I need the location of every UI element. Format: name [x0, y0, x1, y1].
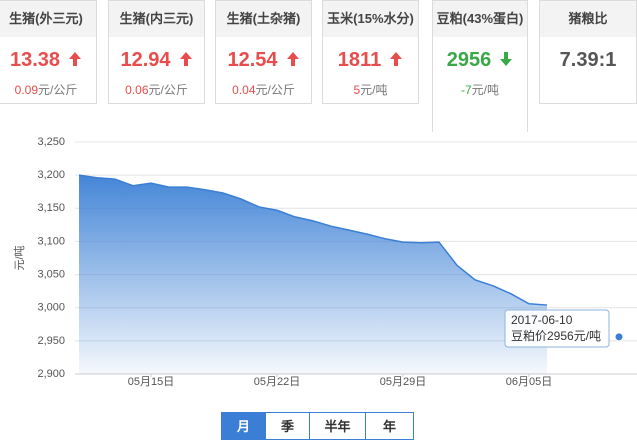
card-title: 豆粕(43%蛋白) [433, 1, 527, 37]
y-tick-label: 3,150 [37, 202, 65, 214]
card-change: -7 [460, 83, 472, 97]
y-tick-label: 3,200 [37, 169, 65, 181]
card-price-row: 12.54 [216, 47, 311, 73]
price-card[interactable]: 猪粮比 7.39:1 [539, 0, 637, 104]
card-price: 7.39:1 [559, 49, 617, 71]
card-change-row: 5元/吨 [323, 81, 418, 98]
highlight-point [614, 332, 624, 342]
x-tick-label: 05月15日 [128, 376, 174, 388]
card-title: 玉米(15%水分) [323, 1, 418, 37]
card-change-row: 0.09元/公斤 [0, 81, 96, 98]
arrow-shape [179, 52, 192, 66]
trend-arrow [390, 52, 403, 66]
card-price-row: 12.94 [109, 47, 204, 73]
trend-arrow [69, 52, 82, 66]
arrow-shape [286, 52, 299, 66]
tooltip-box [504, 309, 610, 348]
price-card[interactable]: 豆粕(43%蛋白) 2956 -7元/吨 [432, 0, 528, 132]
y-tick-label: 3,250 [37, 136, 65, 148]
y-tick-label: 2,950 [37, 335, 65, 347]
tooltip-label: 豆粕价2956元/吨 [511, 328, 601, 343]
x-tick-label: 05月29日 [380, 376, 426, 388]
card-price: 1811 [337, 49, 382, 71]
trend-arrow [179, 52, 192, 66]
range-button[interactable]: 年 [365, 412, 414, 440]
card-change: 0.06 [125, 83, 149, 97]
arrow-shape [500, 52, 513, 66]
y-tick-label: 2,900 [37, 368, 65, 380]
card-title: 生猪(土杂猪) [216, 1, 311, 37]
card-price: 13.38 [9, 49, 61, 71]
card-price-row: 7.39:1 [540, 47, 636, 73]
range-button[interactable]: 季 [265, 412, 310, 440]
card-price-row: 13.38 [0, 47, 96, 73]
chart: 元/吨 2,900 2,950 3,000 3,050 3,100 3,150 3,200 3… [13, 136, 637, 388]
card-change-row: -7元/吨 [433, 81, 527, 98]
range-button[interactable]: 月 [221, 412, 266, 440]
card-unit: 元/公斤 [148, 83, 188, 97]
x-tick-label: 05月22日 [254, 376, 300, 388]
card-change: 0.04 [232, 83, 256, 97]
card-unit: 元/公斤 [255, 83, 295, 97]
y-tick-label: 3,100 [37, 235, 65, 247]
card-price: 12.94 [120, 49, 171, 71]
price-card[interactable]: 生猪(内三元) 12.94 0.06元/公斤 [108, 0, 205, 104]
x-tick-label: 06月05日 [506, 376, 552, 388]
card-change-row: 0.04元/公斤 [216, 81, 311, 98]
y-tick-label: 3,050 [37, 268, 65, 280]
price-card[interactable]: 生猪(土杂猪) 12.54 0.04元/公斤 [215, 0, 312, 104]
card-price: 2956 [446, 49, 492, 71]
range-buttons: 月季半年年 [221, 412, 414, 440]
y-tick-label: 3,000 [37, 302, 65, 314]
trend-arrow [500, 52, 513, 66]
trend-arrow [286, 52, 299, 66]
arrow-shape [390, 52, 403, 66]
card-unit: 元/吨 [471, 83, 499, 97]
area-fill [79, 175, 547, 374]
card-price-row: 1811 [323, 47, 418, 73]
range-button[interactable]: 半年 [309, 412, 366, 440]
card-change: 0.09 [14, 83, 38, 97]
card-title: 生猪(内三元) [109, 1, 204, 37]
card-title: 猪粮比 [540, 1, 636, 37]
arrow-shape [69, 52, 82, 66]
card-title: 生猪(外三元) [0, 1, 96, 37]
price-card[interactable]: 玉米(15%水分) 1811 5元/吨 [322, 0, 419, 104]
card-unit: 元/吨 [360, 83, 388, 97]
card-price: 12.54 [227, 49, 278, 71]
y-axis-label: 元/吨 [13, 245, 26, 270]
card-price-row: 2956 [433, 47, 527, 73]
card-change-row: 0.06元/公斤 [109, 81, 204, 98]
tooltip-date: 2017-06-10 [511, 313, 573, 327]
card-change: 5 [353, 83, 361, 97]
price-card[interactable]: 生猪(外三元) 13.38 0.09元/公斤 [0, 0, 97, 104]
card-unit: 元/公斤 [38, 83, 78, 97]
